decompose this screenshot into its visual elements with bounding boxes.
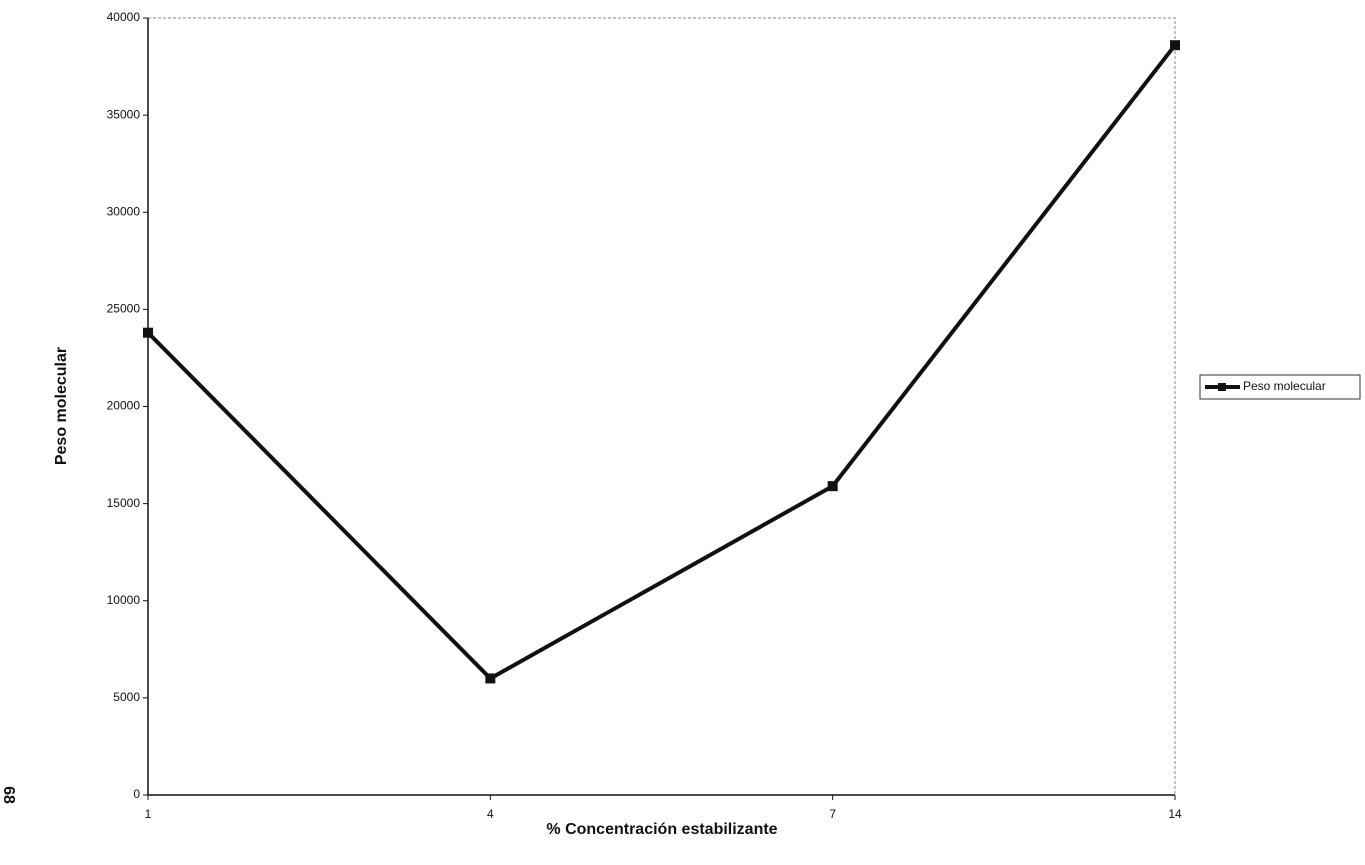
y-tick-label: 35000 bbox=[107, 107, 141, 121]
x-tick-label: 1 bbox=[145, 807, 152, 821]
page-number: 68 bbox=[0, 786, 17, 804]
x-tick-label: 14 bbox=[1168, 807, 1182, 821]
y-tick-label: 5000 bbox=[113, 690, 140, 704]
x-tick-label: 4 bbox=[487, 807, 494, 821]
legend-label: Peso molecular bbox=[1243, 379, 1326, 393]
y-tick-label: 20000 bbox=[107, 399, 141, 413]
marker bbox=[485, 673, 496, 684]
line bbox=[146, 43, 1177, 681]
x-tick-label: 7 bbox=[829, 807, 836, 821]
y-tick-label: 25000 bbox=[107, 302, 141, 316]
y-tick-label: 40000 bbox=[107, 10, 141, 24]
y-tick-label: 30000 bbox=[107, 204, 141, 218]
y-axis-label: Peso molecular bbox=[53, 347, 70, 465]
y-tick-label: 0 bbox=[133, 787, 140, 801]
plot-area bbox=[147, 17, 1176, 796]
x-axis-label: % Concentración estabilizante bbox=[546, 821, 777, 838]
legend-marker bbox=[1218, 383, 1226, 391]
marker bbox=[827, 481, 838, 492]
y-tick-label: 15000 bbox=[107, 496, 141, 510]
marker bbox=[1170, 40, 1180, 51]
marker bbox=[143, 327, 153, 338]
y-tick-label: 10000 bbox=[107, 593, 141, 607]
